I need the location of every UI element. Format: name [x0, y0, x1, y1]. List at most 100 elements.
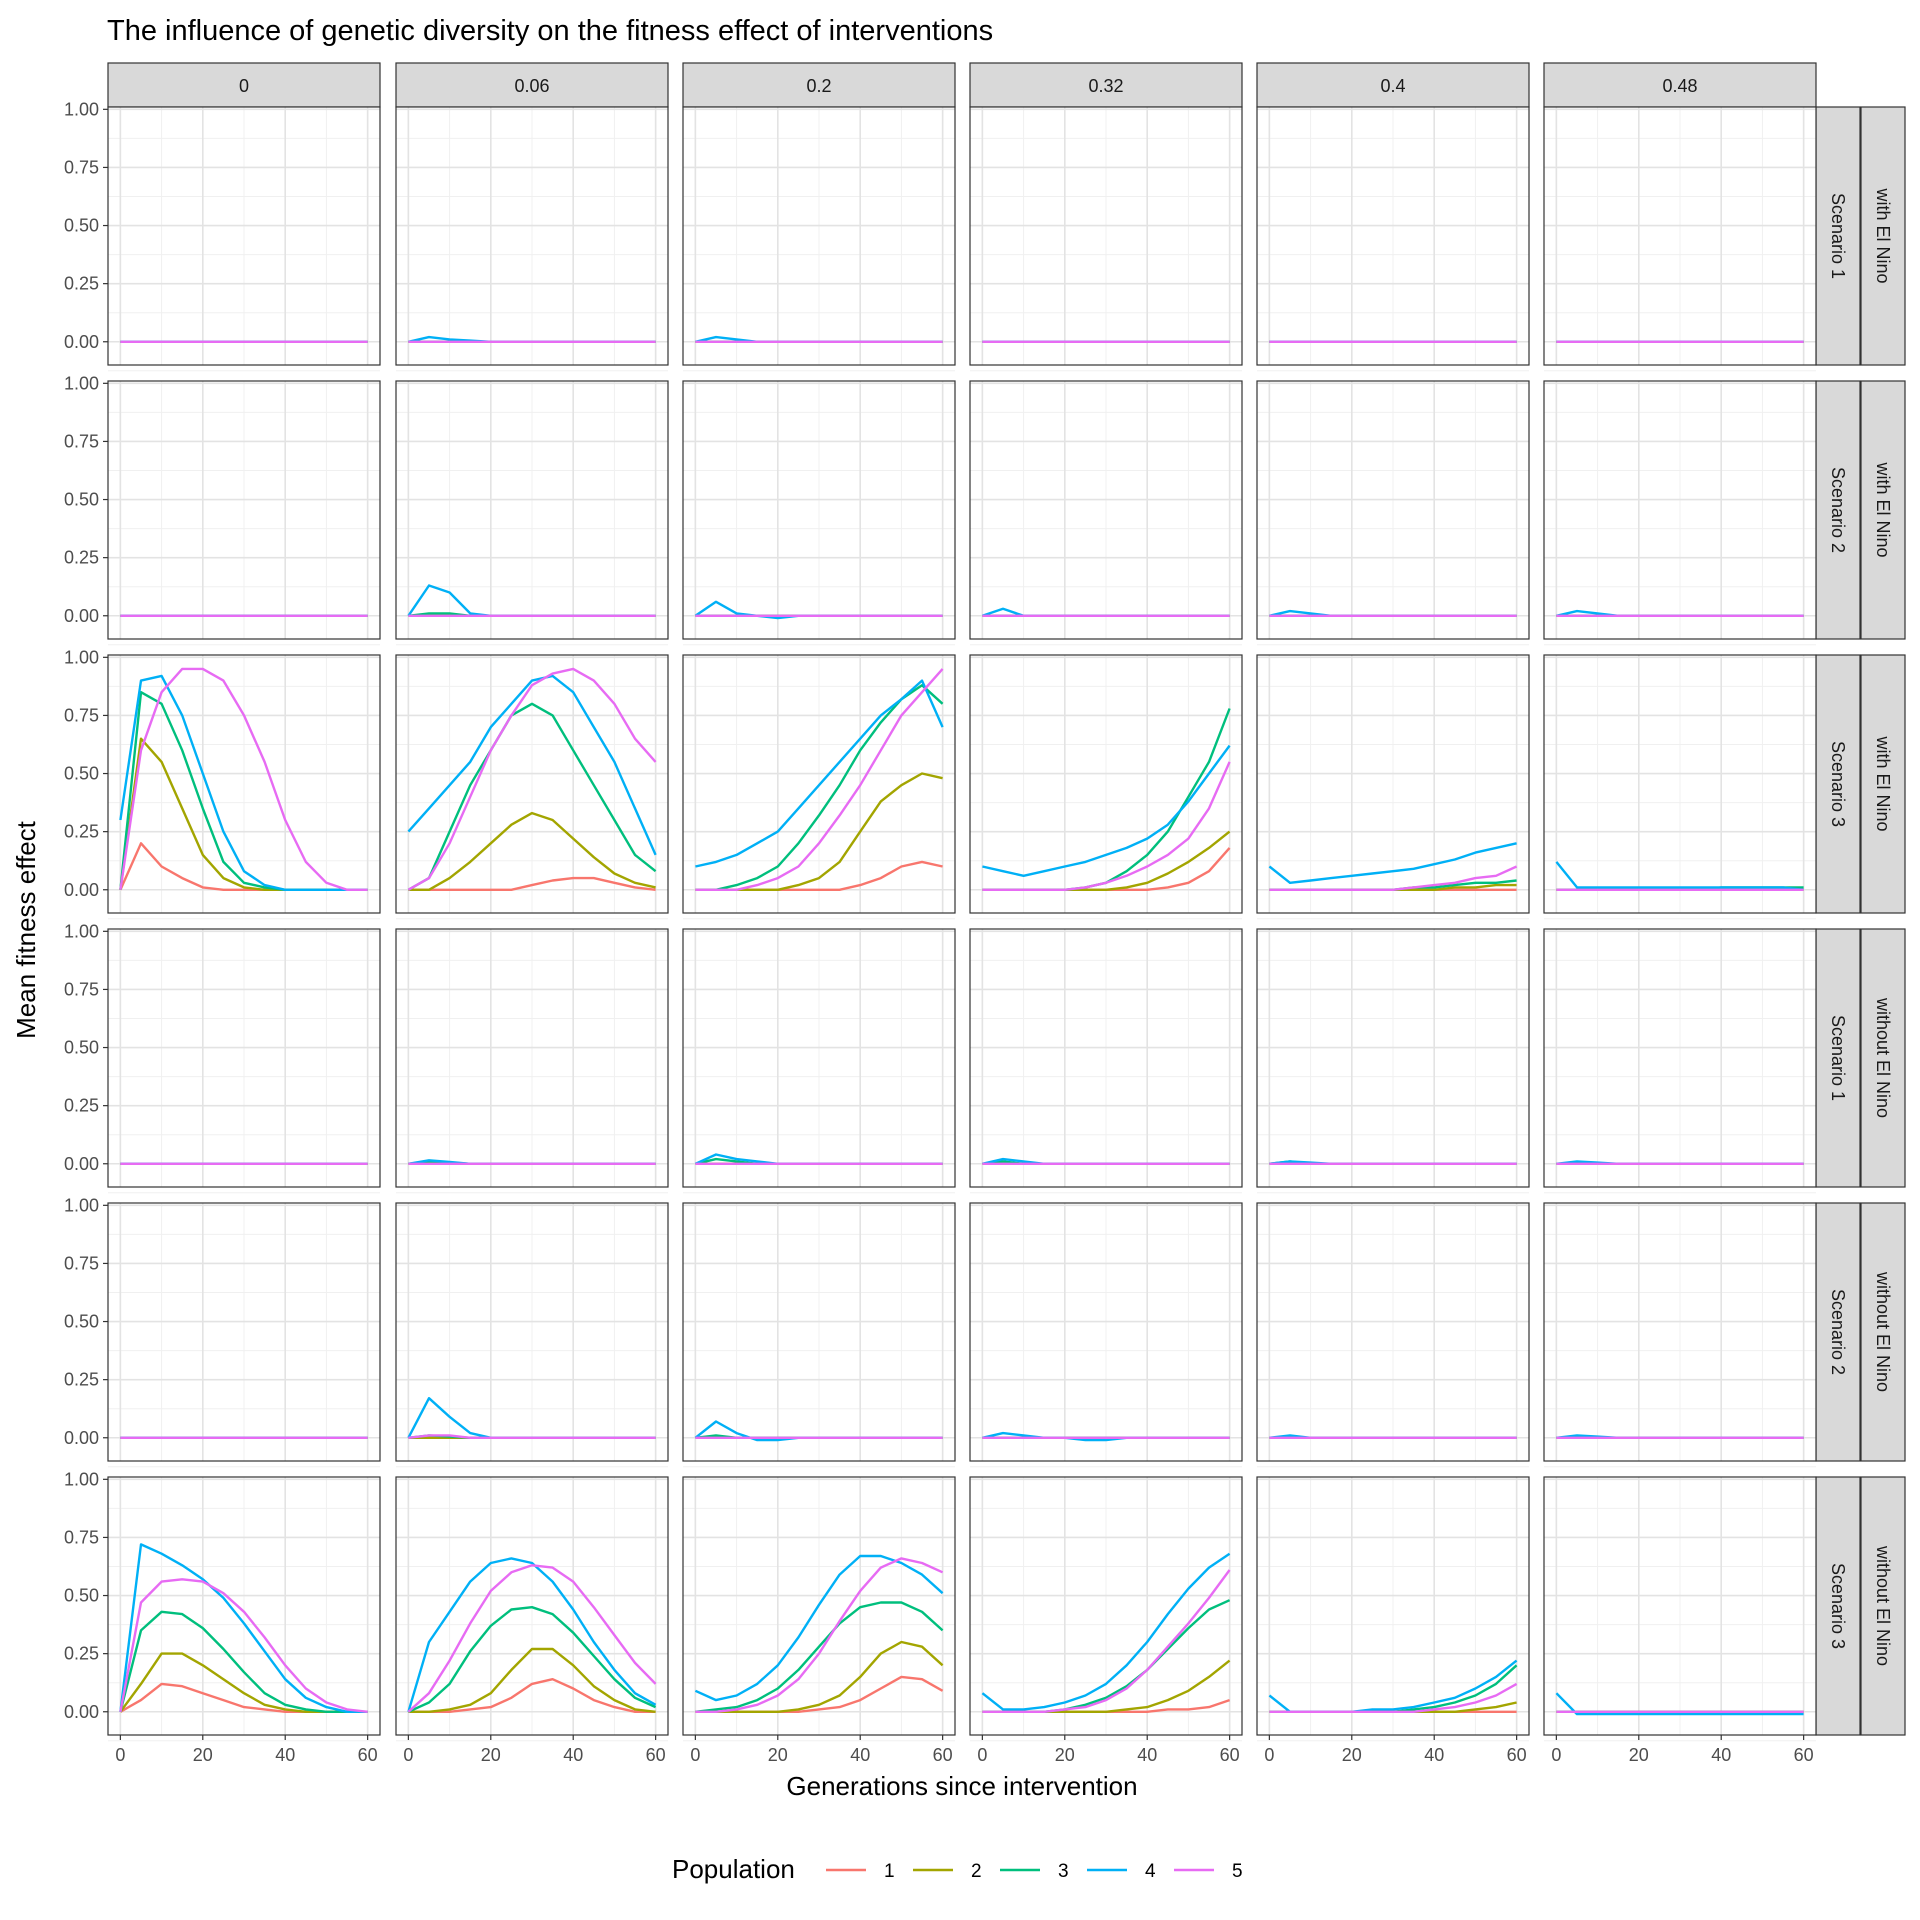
- panel-border: [107, 654, 381, 914]
- y-tick-label: 0.75: [64, 1527, 99, 1547]
- panel-border: [395, 928, 669, 1188]
- series-line-population-5: [408, 1434, 656, 1440]
- series-line-population-4: [407, 674, 657, 856]
- x-tick-label: 0: [690, 1745, 700, 1765]
- series-line-population-5: [982, 1569, 1231, 1714]
- y-tick-label: 1.00: [64, 921, 99, 941]
- panel-border: [1543, 1202, 1817, 1462]
- x-tick-label: 60: [933, 1745, 953, 1765]
- series-line-population-2: [695, 1640, 944, 1714]
- panel-r2-c3: [969, 654, 1243, 920]
- y-tick-label: 1.00: [64, 647, 99, 667]
- panel-border: [682, 654, 956, 914]
- x-tick-label: 60: [1794, 1745, 1814, 1765]
- x-tick-label: 0: [1551, 1745, 1561, 1765]
- y-tick-label: 0.50: [64, 216, 99, 236]
- panel-r3-c1: [395, 928, 669, 1194]
- panel-r5-c0: 0.00 0.25 0.50 0.75 1.00 0 20 40 60: [64, 1469, 381, 1765]
- panel-border: [395, 380, 669, 640]
- y-tick-label: 0.75: [64, 979, 99, 999]
- panel-border: [682, 1476, 956, 1736]
- series-line-population-4: [1555, 1692, 1804, 1716]
- col-strip-0: 0: [107, 62, 381, 108]
- panel-border: [1256, 654, 1530, 914]
- panel-border: [1543, 380, 1817, 640]
- series-line-population-4: [1268, 842, 1517, 884]
- col-strip-0.4: 0.4: [1256, 62, 1530, 108]
- facet-grid: 0 0.06 0.2 0.32 0.4 0.48 Scenario 1 with El Nin…: [64, 62, 1906, 1765]
- legend-title: Population: [672, 1854, 795, 1884]
- panel-r2-c5: [1543, 654, 1817, 920]
- panel-border: [107, 380, 381, 640]
- panel-border: [682, 1202, 956, 1462]
- x-tick-label: 0: [1264, 1745, 1274, 1765]
- series-line-population-3: [407, 1605, 657, 1713]
- x-tick-label: 20: [1342, 1745, 1362, 1765]
- panel-r0-c5: [1543, 106, 1817, 372]
- series-line-population-5: [119, 1578, 368, 1713]
- x-axis-title: Generations since intervention: [786, 1771, 1137, 1801]
- panel-border: [1256, 928, 1530, 1188]
- panel-r5-c5: 0 20 40 60: [1543, 1476, 1817, 1765]
- row-strip-scenario-label: Scenario 3: [1828, 741, 1848, 827]
- legend-label: 4: [1145, 1861, 1156, 1882]
- panel-r0-c4: [1256, 106, 1530, 372]
- panel-border: [969, 928, 1243, 1188]
- row-strip-condition-label: without El Nino: [1873, 1271, 1893, 1392]
- y-tick-label: 0.25: [64, 1644, 99, 1664]
- row-strip-scenario-label: Scenario 2: [1828, 1289, 1848, 1375]
- row-strip-scenario-label: Scenario 1: [1828, 193, 1848, 279]
- panel-border: [682, 928, 956, 1188]
- series-line-population-4: [694, 1554, 944, 1702]
- x-tick-label: 40: [1424, 1745, 1444, 1765]
- y-tick-label: 0.00: [64, 606, 99, 626]
- panel-border: [969, 1476, 1243, 1736]
- col-strip-label: 0: [239, 76, 249, 96]
- y-tick-label: 0.00: [64, 1154, 99, 1174]
- row-strip-scenario-label: Scenario 3: [1828, 1563, 1848, 1649]
- y-tick-label: 0.25: [64, 1096, 99, 1116]
- col-strip-0.32: 0.32: [969, 62, 1243, 108]
- y-tick-label: 0.00: [64, 332, 99, 352]
- panel-border: [107, 1202, 381, 1462]
- series-line-population-5: [119, 667, 368, 891]
- series-line-population-2: [408, 811, 656, 891]
- panel-r4-c4: [1256, 1202, 1530, 1468]
- col-strip-label: 0.48: [1662, 76, 1697, 96]
- y-tick-label: 1.00: [64, 1195, 99, 1215]
- series-line-population-4: [407, 1557, 657, 1713]
- row-strip-0: Scenario 1 with El Nino: [1815, 106, 1906, 366]
- panel-r0-c2: [682, 106, 956, 372]
- panel-border: [107, 106, 381, 366]
- y-tick-label: 0.75: [64, 157, 99, 177]
- legend-label: 5: [1232, 1861, 1243, 1882]
- series-line-population-5: [695, 1557, 944, 1714]
- y-tick-label: 0.00: [64, 1702, 99, 1722]
- row-strip-condition-label: with El Nino: [1873, 187, 1893, 283]
- panel-border: [107, 1476, 381, 1736]
- panel-r3-c4: [1256, 928, 1530, 1194]
- x-tick-label: 60: [646, 1745, 666, 1765]
- panel-r4-c3: [969, 1202, 1243, 1468]
- panel-border: [969, 654, 1243, 914]
- series-line-population-4: [695, 679, 944, 868]
- x-tick-label: 60: [358, 1745, 378, 1765]
- panel-r1-c2: [682, 380, 956, 646]
- row-strip-4: Scenario 2 without El Nino: [1815, 1202, 1906, 1462]
- panel-border: [682, 106, 956, 366]
- col-strip-label: 0.32: [1088, 76, 1123, 96]
- y-tick-label: 0.25: [64, 1370, 99, 1390]
- x-tick-label: 20: [193, 1745, 213, 1765]
- panel-r2-c0: 0.00 0.25 0.50 0.75 1.00: [64, 647, 381, 920]
- x-tick-label: 60: [1220, 1745, 1240, 1765]
- x-tick-label: 20: [1629, 1745, 1649, 1765]
- x-tick-label: 0: [115, 1745, 125, 1765]
- panel-r1-c4: [1256, 380, 1530, 646]
- x-tick-label: 40: [850, 1745, 870, 1765]
- panel-border: [969, 1202, 1243, 1462]
- y-tick-label: 0.50: [64, 1586, 99, 1606]
- series-line-population-5: [1269, 865, 1518, 891]
- row-strip-condition-label: with El Nino: [1873, 735, 1893, 831]
- y-axis-title: Mean fitness effect: [11, 820, 41, 1039]
- series-line-population-4: [981, 1552, 1231, 1711]
